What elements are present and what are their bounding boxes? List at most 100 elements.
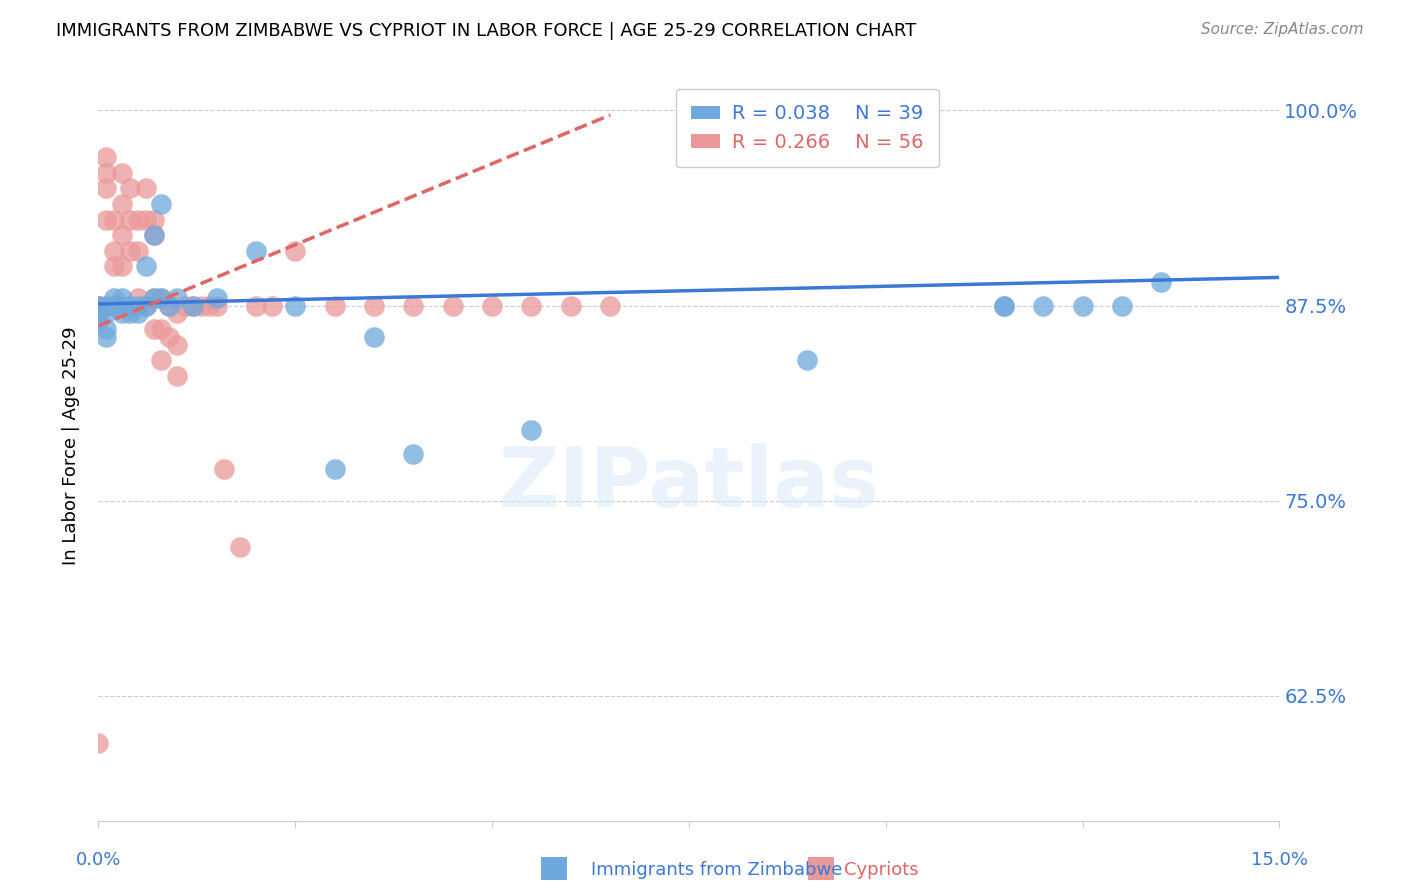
Point <box>111 228 134 243</box>
Point <box>118 181 141 195</box>
Point <box>229 541 252 555</box>
Point <box>103 260 125 274</box>
Point <box>150 291 173 305</box>
Point <box>796 353 818 368</box>
Point <box>127 306 149 320</box>
Point <box>142 228 165 243</box>
Point <box>135 212 157 227</box>
Point <box>284 298 307 312</box>
Point <box>96 298 118 312</box>
Point <box>96 298 118 312</box>
Point <box>127 212 149 227</box>
Text: Immigrants from Zimbabwe: Immigrants from Zimbabwe <box>591 861 842 879</box>
Point <box>96 329 118 343</box>
Point <box>127 298 149 312</box>
Point <box>96 322 118 336</box>
Point <box>363 298 385 312</box>
Point <box>260 298 283 312</box>
Point <box>166 306 188 320</box>
Point <box>150 291 173 305</box>
Point <box>150 197 173 211</box>
Point <box>111 306 134 320</box>
Point <box>323 462 346 476</box>
Point <box>441 298 464 312</box>
Point <box>157 298 180 312</box>
Point <box>560 298 582 312</box>
Point <box>993 298 1015 312</box>
Point <box>87 314 110 328</box>
Point <box>118 212 141 227</box>
Point <box>135 181 157 195</box>
Text: ZIPatlas: ZIPatlas <box>499 443 879 524</box>
Point <box>118 306 141 320</box>
Point <box>402 298 425 312</box>
Point <box>245 298 267 312</box>
Text: IMMIGRANTS FROM ZIMBABWE VS CYPRIOT IN LABOR FORCE | AGE 25-29 CORRELATION CHART: IMMIGRANTS FROM ZIMBABWE VS CYPRIOT IN L… <box>56 22 917 40</box>
Point <box>1071 298 1094 312</box>
Point <box>1111 298 1133 312</box>
Point <box>1150 275 1173 289</box>
Point <box>96 166 118 180</box>
Point <box>181 298 204 312</box>
Point <box>363 329 385 343</box>
Point <box>197 298 219 312</box>
Point <box>118 298 141 312</box>
Point <box>135 260 157 274</box>
Point <box>87 298 110 312</box>
Point <box>111 166 134 180</box>
Point <box>205 291 228 305</box>
Point <box>87 298 110 312</box>
Point <box>111 298 134 312</box>
Point <box>135 298 157 312</box>
Point <box>118 244 141 258</box>
Point <box>1032 298 1054 312</box>
Point <box>87 298 110 312</box>
Point <box>181 298 204 312</box>
Point <box>174 298 197 312</box>
Point <box>96 150 118 164</box>
Point <box>96 181 118 195</box>
Point <box>157 298 180 312</box>
Point <box>214 462 236 476</box>
Point <box>111 260 134 274</box>
Point <box>103 212 125 227</box>
Point <box>520 423 543 437</box>
Point <box>190 298 212 312</box>
Point <box>993 298 1015 312</box>
Point <box>157 329 180 343</box>
Point <box>96 212 118 227</box>
Point <box>87 306 110 320</box>
Point <box>481 298 503 312</box>
Point <box>87 298 110 312</box>
Point <box>142 228 165 243</box>
Point <box>323 298 346 312</box>
Point <box>142 291 165 305</box>
Text: Cypriots: Cypriots <box>844 861 918 879</box>
Point <box>87 735 110 749</box>
Point <box>599 298 621 312</box>
Point <box>166 337 188 351</box>
Text: Source: ZipAtlas.com: Source: ZipAtlas.com <box>1201 22 1364 37</box>
Text: 0.0%: 0.0% <box>76 851 121 869</box>
Point <box>142 291 165 305</box>
Y-axis label: In Labor Force | Age 25-29: In Labor Force | Age 25-29 <box>62 326 80 566</box>
Point <box>127 244 149 258</box>
Point <box>87 298 110 312</box>
Point <box>166 291 188 305</box>
Point <box>166 368 188 383</box>
Legend: R = 0.038    N = 39, R = 0.266    N = 56: R = 0.038 N = 39, R = 0.266 N = 56 <box>676 88 939 168</box>
Point <box>103 291 125 305</box>
Point <box>150 322 173 336</box>
Point <box>127 291 149 305</box>
Point <box>142 212 165 227</box>
Point <box>402 447 425 461</box>
Point <box>103 298 125 312</box>
Point <box>205 298 228 312</box>
Point <box>111 291 134 305</box>
Point <box>150 353 173 368</box>
Text: 15.0%: 15.0% <box>1251 851 1308 869</box>
Point <box>245 244 267 258</box>
Point <box>103 244 125 258</box>
Point <box>111 197 134 211</box>
Point <box>96 306 118 320</box>
